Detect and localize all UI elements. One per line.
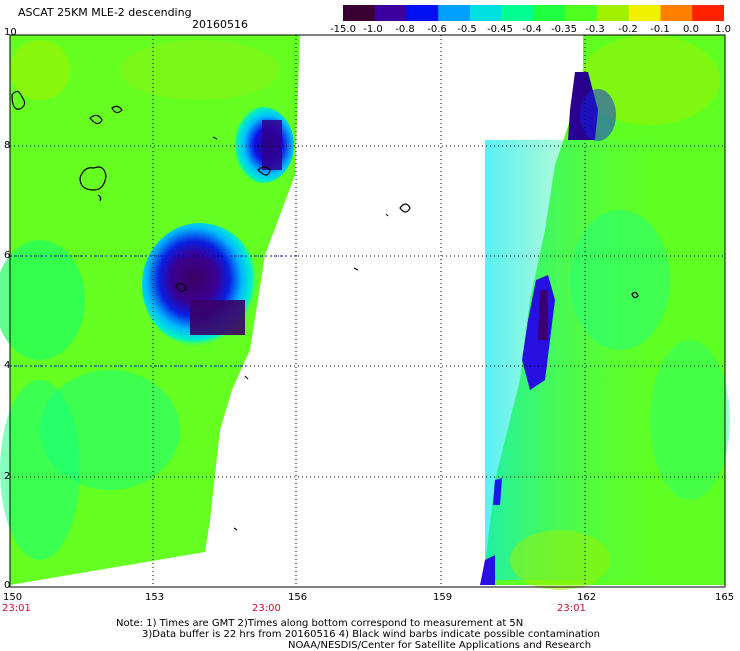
- colorbar-swatch: [628, 5, 661, 21]
- colorbar-swatch: [343, 5, 376, 21]
- colorbar-label: -0.35: [551, 24, 577, 35]
- colorbar: [343, 5, 724, 21]
- x-tick-label: 153: [145, 592, 165, 603]
- colorbar-swatch: [501, 5, 534, 21]
- map-frame: [9, 34, 726, 588]
- colorbar-swatch: [374, 5, 407, 21]
- note-line-3: NOAA/NESDIS/Center for Satellite Applica…: [288, 640, 592, 651]
- colorbar-label: -0.4: [522, 24, 542, 35]
- colorbar-label: -0.8: [395, 24, 415, 35]
- colorbar-swatch: [660, 5, 693, 21]
- colorbar-labels: -15.0 -1.0 -0.8 -0.6 -0.5 -0.45 -0.4 -0.…: [330, 24, 731, 38]
- y-tick-label: 6: [4, 250, 11, 261]
- colorbar-label: -1.0: [363, 24, 383, 35]
- colorbar-swatch: [597, 5, 630, 21]
- time-label: 23:01: [557, 603, 586, 614]
- x-tick-label: 156: [288, 592, 308, 603]
- y-tick-label: 4: [4, 360, 11, 371]
- x-tick-label: 162: [577, 592, 597, 603]
- time-label: 23:01: [2, 603, 31, 614]
- colorbar-label: -0.5: [457, 24, 477, 35]
- colorbar-label: -0.2: [618, 24, 638, 35]
- colorbar-label: -15.0: [330, 24, 356, 35]
- colorbar-swatch: [565, 5, 598, 21]
- colorbar-swatch: [470, 5, 503, 21]
- coastlines: [11, 90, 639, 531]
- colorbar-label: -0.3: [585, 24, 605, 35]
- gridlines: [10, 35, 725, 587]
- x-tick-label: 159: [433, 592, 453, 603]
- product-title: ASCAT 25KM MLE-2 descending: [18, 6, 192, 19]
- time-label: 23:00: [252, 603, 281, 614]
- colorbar-label: 1.0: [715, 24, 731, 35]
- y-tick-label: 2: [4, 471, 11, 482]
- swath-right: [480, 35, 730, 590]
- y-tick-label: 0: [4, 580, 11, 591]
- colorbar-label: 0.0: [683, 24, 699, 35]
- colorbar-swatch: [692, 5, 724, 21]
- x-tick-label: 165: [715, 592, 735, 603]
- colorbar-swatch: [406, 5, 439, 21]
- y-tick-label: 8: [4, 140, 11, 151]
- y-tick-label: 10: [4, 27, 17, 38]
- date-label: 20160516: [192, 18, 248, 31]
- colorbar-label: -0.1: [650, 24, 670, 35]
- colorbar-swatch: [438, 5, 471, 21]
- swath-left: [0, 35, 300, 585]
- colorbar-label: -0.6: [427, 24, 447, 35]
- note-line-1: Note: 1) Times are GMT 2)Times along bot…: [116, 618, 524, 629]
- x-tick-label: 150: [3, 592, 23, 603]
- colorbar-swatch: [533, 5, 566, 21]
- colorbar-label: -0.45: [487, 24, 513, 35]
- note-line-2: 3)Data buffer is 22 hrs from 20160516 4)…: [142, 629, 600, 640]
- dashed-gridlines-blue: [10, 255, 300, 367]
